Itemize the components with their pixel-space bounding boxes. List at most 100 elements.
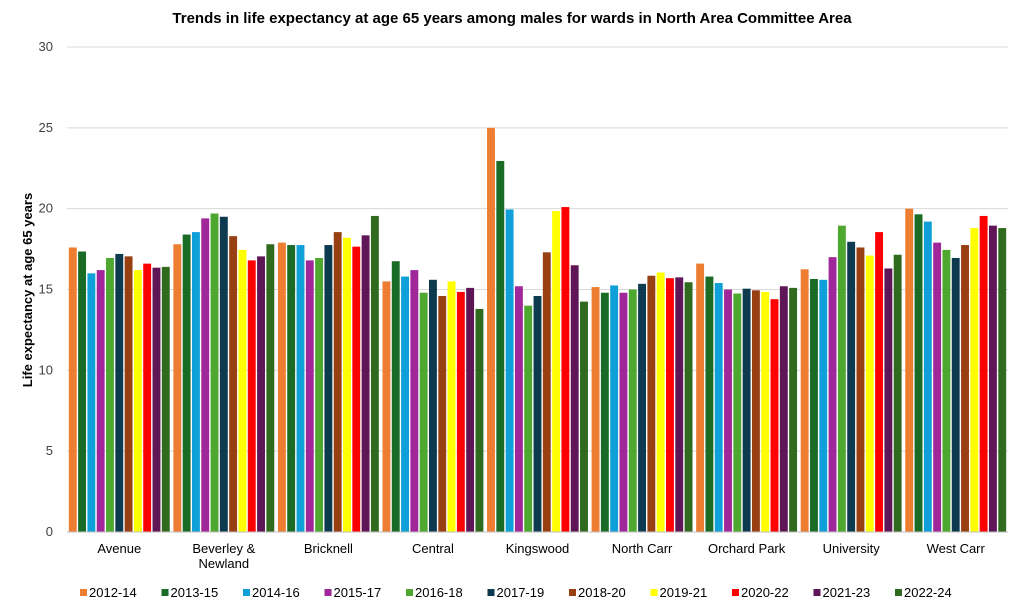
y-tick-label: 5 bbox=[46, 443, 53, 458]
bar-2014-16-kingswood bbox=[505, 209, 514, 532]
bar-2021-23-central bbox=[466, 287, 475, 532]
x-tick-label: University bbox=[823, 541, 881, 556]
bar-2022-24-beverley-newland bbox=[266, 244, 275, 532]
bar-2020-22-kingswood bbox=[561, 207, 570, 533]
bar-2016-18-avenue bbox=[106, 257, 114, 532]
y-tick-label: 20 bbox=[39, 201, 53, 216]
bar-2021-23-beverley-newland bbox=[257, 256, 265, 532]
legend-label: 2019-21 bbox=[660, 585, 708, 600]
y-axis-label: Life expectancy at age 65 years bbox=[20, 193, 35, 387]
bar-2013-15-kingswood bbox=[496, 160, 505, 532]
x-tick-label: Avenue bbox=[97, 541, 141, 556]
bar-2015-17-beverley-newland bbox=[201, 218, 210, 532]
bar-2015-17-orchard-park bbox=[724, 289, 732, 532]
bar-2017-19-kingswood bbox=[533, 295, 542, 532]
bar-2020-22-west-carr bbox=[979, 215, 988, 533]
bar-2020-22-central bbox=[456, 291, 465, 532]
bar-2017-19-university bbox=[847, 241, 856, 532]
bar-2014-16-bricknell bbox=[296, 245, 305, 532]
bar-2014-16-central bbox=[401, 276, 409, 532]
bar-2016-18-central bbox=[419, 292, 428, 532]
bar-2015-17-central bbox=[410, 270, 419, 532]
legend-swatch bbox=[487, 589, 495, 596]
bar-2012-14-central bbox=[382, 281, 391, 532]
bar-2018-20-west-carr bbox=[961, 245, 969, 532]
bar-2020-22-orchard-park bbox=[770, 299, 779, 532]
bar-2021-23-orchard-park bbox=[779, 286, 788, 532]
x-tick-label: Kingswood bbox=[506, 541, 570, 556]
bar-2019-21-north-carr bbox=[656, 272, 665, 532]
bar-2018-20-orchard-park bbox=[751, 290, 760, 532]
bar-2020-22-beverley-newland bbox=[247, 260, 256, 532]
bar-2019-21-orchard-park bbox=[761, 291, 770, 532]
bar-2018-20-north-carr bbox=[647, 275, 656, 532]
y-tick-label: 15 bbox=[39, 282, 53, 297]
bar-2012-14-avenue bbox=[68, 247, 77, 532]
legend-swatch bbox=[895, 589, 902, 596]
legend-swatch bbox=[569, 589, 576, 596]
bar-2019-21-bricknell bbox=[343, 237, 351, 532]
bar-2015-17-avenue bbox=[96, 270, 105, 532]
bar-2015-17-bricknell bbox=[305, 260, 314, 532]
bar-2022-24-central bbox=[475, 308, 484, 532]
bar-2020-22-bricknell bbox=[352, 246, 361, 533]
legend-label: 2012-14 bbox=[89, 585, 137, 600]
x-tick-label: West Carr bbox=[927, 541, 986, 556]
bar-2021-23-avenue bbox=[152, 267, 161, 532]
bar-2020-22-avenue bbox=[143, 263, 152, 532]
bar-2020-22-north-carr bbox=[666, 278, 674, 532]
bar-2013-15-avenue bbox=[78, 251, 87, 532]
legend-label: 2013-15 bbox=[171, 585, 219, 600]
bar-2021-23-bricknell bbox=[361, 235, 370, 532]
legend-swatch bbox=[324, 589, 332, 596]
bar-2022-24-kingswood bbox=[580, 301, 588, 532]
bar-2016-18-orchard-park bbox=[733, 293, 742, 532]
legend-label: 2017-19 bbox=[497, 585, 545, 600]
bar-2016-18-university bbox=[837, 225, 846, 532]
bar-2018-20-central bbox=[438, 295, 447, 532]
bar-2021-23-university bbox=[884, 268, 893, 532]
legend-swatch bbox=[732, 589, 739, 596]
bar-2014-16-west-carr bbox=[923, 221, 932, 532]
x-tick-label: Bricknell bbox=[304, 541, 353, 556]
legend-label: 2015-17 bbox=[334, 585, 382, 600]
y-tick-label: 0 bbox=[46, 524, 53, 539]
bar-2012-14-orchard-park bbox=[696, 263, 705, 532]
legend-label: 2022-24 bbox=[904, 585, 952, 600]
bar-2022-24-orchard-park bbox=[789, 287, 798, 532]
bar-2019-21-kingswood bbox=[552, 211, 561, 532]
bar-2014-16-avenue bbox=[87, 273, 96, 532]
chart-title: Trends in life expectancy at age 65 year… bbox=[172, 10, 852, 27]
legend-label: 2021-23 bbox=[823, 585, 871, 600]
bar-2017-19-west-carr bbox=[951, 257, 960, 532]
bar-2014-16-university bbox=[819, 279, 828, 532]
bar-2012-14-bricknell bbox=[277, 242, 286, 532]
y-tick-label: 25 bbox=[39, 120, 53, 135]
bar-2013-15-bricknell bbox=[287, 245, 296, 532]
bar-2013-15-central bbox=[391, 261, 400, 532]
bar-2019-21-avenue bbox=[133, 270, 142, 532]
bar-2018-20-university bbox=[856, 247, 865, 532]
bar-2012-14-north-carr bbox=[591, 287, 600, 532]
bar-2016-18-north-carr bbox=[628, 289, 637, 532]
bar-2013-15-university bbox=[810, 278, 818, 532]
bar-2019-21-west-carr bbox=[970, 228, 979, 533]
legend-swatch bbox=[813, 589, 821, 596]
bar-2017-19-avenue bbox=[115, 253, 124, 532]
bar-2018-20-bricknell bbox=[333, 232, 342, 532]
bar-2018-20-avenue bbox=[124, 256, 133, 532]
bar-2013-15-beverley-newland bbox=[182, 234, 191, 533]
x-tick-label: North Carr bbox=[612, 541, 673, 556]
bar-2017-19-north-carr bbox=[638, 283, 647, 532]
bar-2022-24-university bbox=[893, 254, 902, 532]
legend-label: 2020-22 bbox=[741, 585, 789, 600]
bar-2012-14-beverley-newland bbox=[173, 244, 182, 532]
bar-2019-21-central bbox=[447, 281, 456, 532]
legend-swatch bbox=[80, 589, 87, 596]
bar-2021-23-north-carr bbox=[675, 277, 684, 532]
bar-2012-14-west-carr bbox=[905, 208, 914, 532]
bar-2022-24-west-carr bbox=[998, 228, 1007, 533]
x-tick-label: Central bbox=[412, 541, 454, 556]
bar-2015-17-north-carr bbox=[619, 292, 628, 532]
